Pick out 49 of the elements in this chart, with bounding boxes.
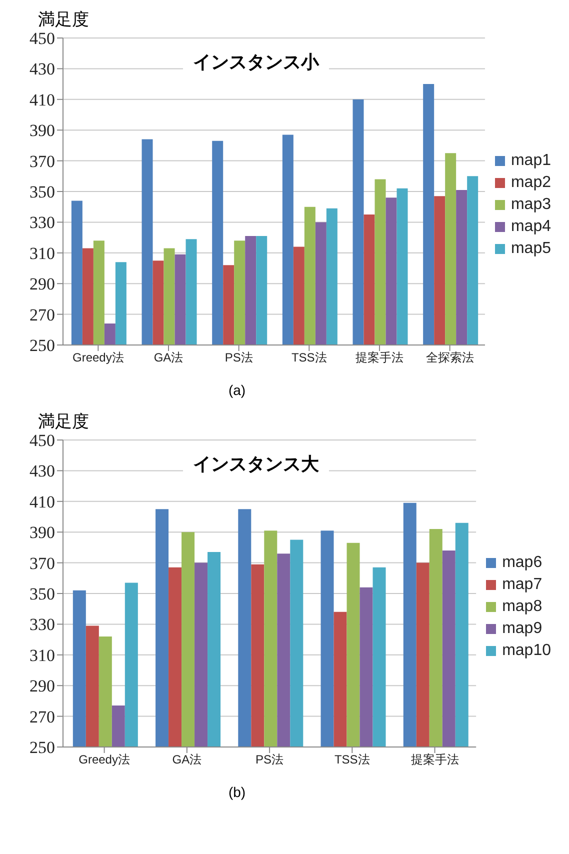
x-tick-label: PS法 xyxy=(224,350,253,365)
legend-label: map2 xyxy=(510,173,551,193)
y-tick-label: 310 xyxy=(30,646,55,665)
y-tick-label: 450 xyxy=(30,431,55,450)
legend-label: map7 xyxy=(502,575,542,595)
legend-label: map8 xyxy=(502,597,542,617)
x-tick-label: 提案手法 xyxy=(355,350,404,365)
y-axis-title: 満足度 xyxy=(38,411,90,432)
y-tick-label: 370 xyxy=(30,152,55,171)
y-tick-label: 390 xyxy=(30,121,55,140)
y-tick-label: 390 xyxy=(30,523,55,542)
y-tick-label: 310 xyxy=(30,244,55,263)
legend-label: map4 xyxy=(510,217,551,237)
text: インスタンス大 xyxy=(183,454,329,474)
y-tick-label: 410 xyxy=(30,492,55,512)
y-tick-label: 350 xyxy=(30,584,55,604)
y-axis-title: 満足度 xyxy=(38,9,90,30)
legend-label: map6 xyxy=(502,553,542,573)
x-tick-label: GA法 xyxy=(154,350,184,365)
y-tick-label: 350 xyxy=(30,182,55,202)
text: (b) xyxy=(227,784,247,800)
y-tick-label: 330 xyxy=(30,213,55,232)
y-tick-label: 290 xyxy=(30,676,55,696)
text: インスタンス小 xyxy=(183,52,329,72)
x-tick-label: 全探索法 xyxy=(426,350,474,365)
y-tick-label: 250 xyxy=(30,738,55,758)
y-tick-label: 430 xyxy=(30,462,55,481)
x-tick-label: 提案手法 xyxy=(410,752,459,767)
legend-label: map3 xyxy=(510,195,551,215)
y-tick-label: 450 xyxy=(30,29,55,48)
x-tick-label: Greedy法 xyxy=(78,752,130,767)
y-tick-label: 370 xyxy=(30,554,55,573)
legend-label: map9 xyxy=(502,619,542,639)
x-tick-label: GA法 xyxy=(172,752,202,767)
y-tick-label: 290 xyxy=(30,274,55,294)
x-tick-label: TSS法 xyxy=(291,350,327,365)
legend-label: map1 xyxy=(510,151,551,171)
y-tick-label: 270 xyxy=(30,707,55,726)
x-tick-label: Greedy法 xyxy=(72,350,124,365)
text: (a) xyxy=(227,382,247,398)
y-tick-label: 430 xyxy=(30,60,55,79)
x-tick-label: TSS法 xyxy=(334,752,370,767)
x-tick-label: PS法 xyxy=(256,752,284,767)
y-tick-label: 250 xyxy=(30,336,55,356)
y-tick-label: 410 xyxy=(30,90,55,110)
y-tick-label: 270 xyxy=(30,305,55,324)
legend-label: map10 xyxy=(502,641,551,661)
legend-label: map5 xyxy=(510,239,551,259)
y-tick-label: 330 xyxy=(30,615,55,634)
